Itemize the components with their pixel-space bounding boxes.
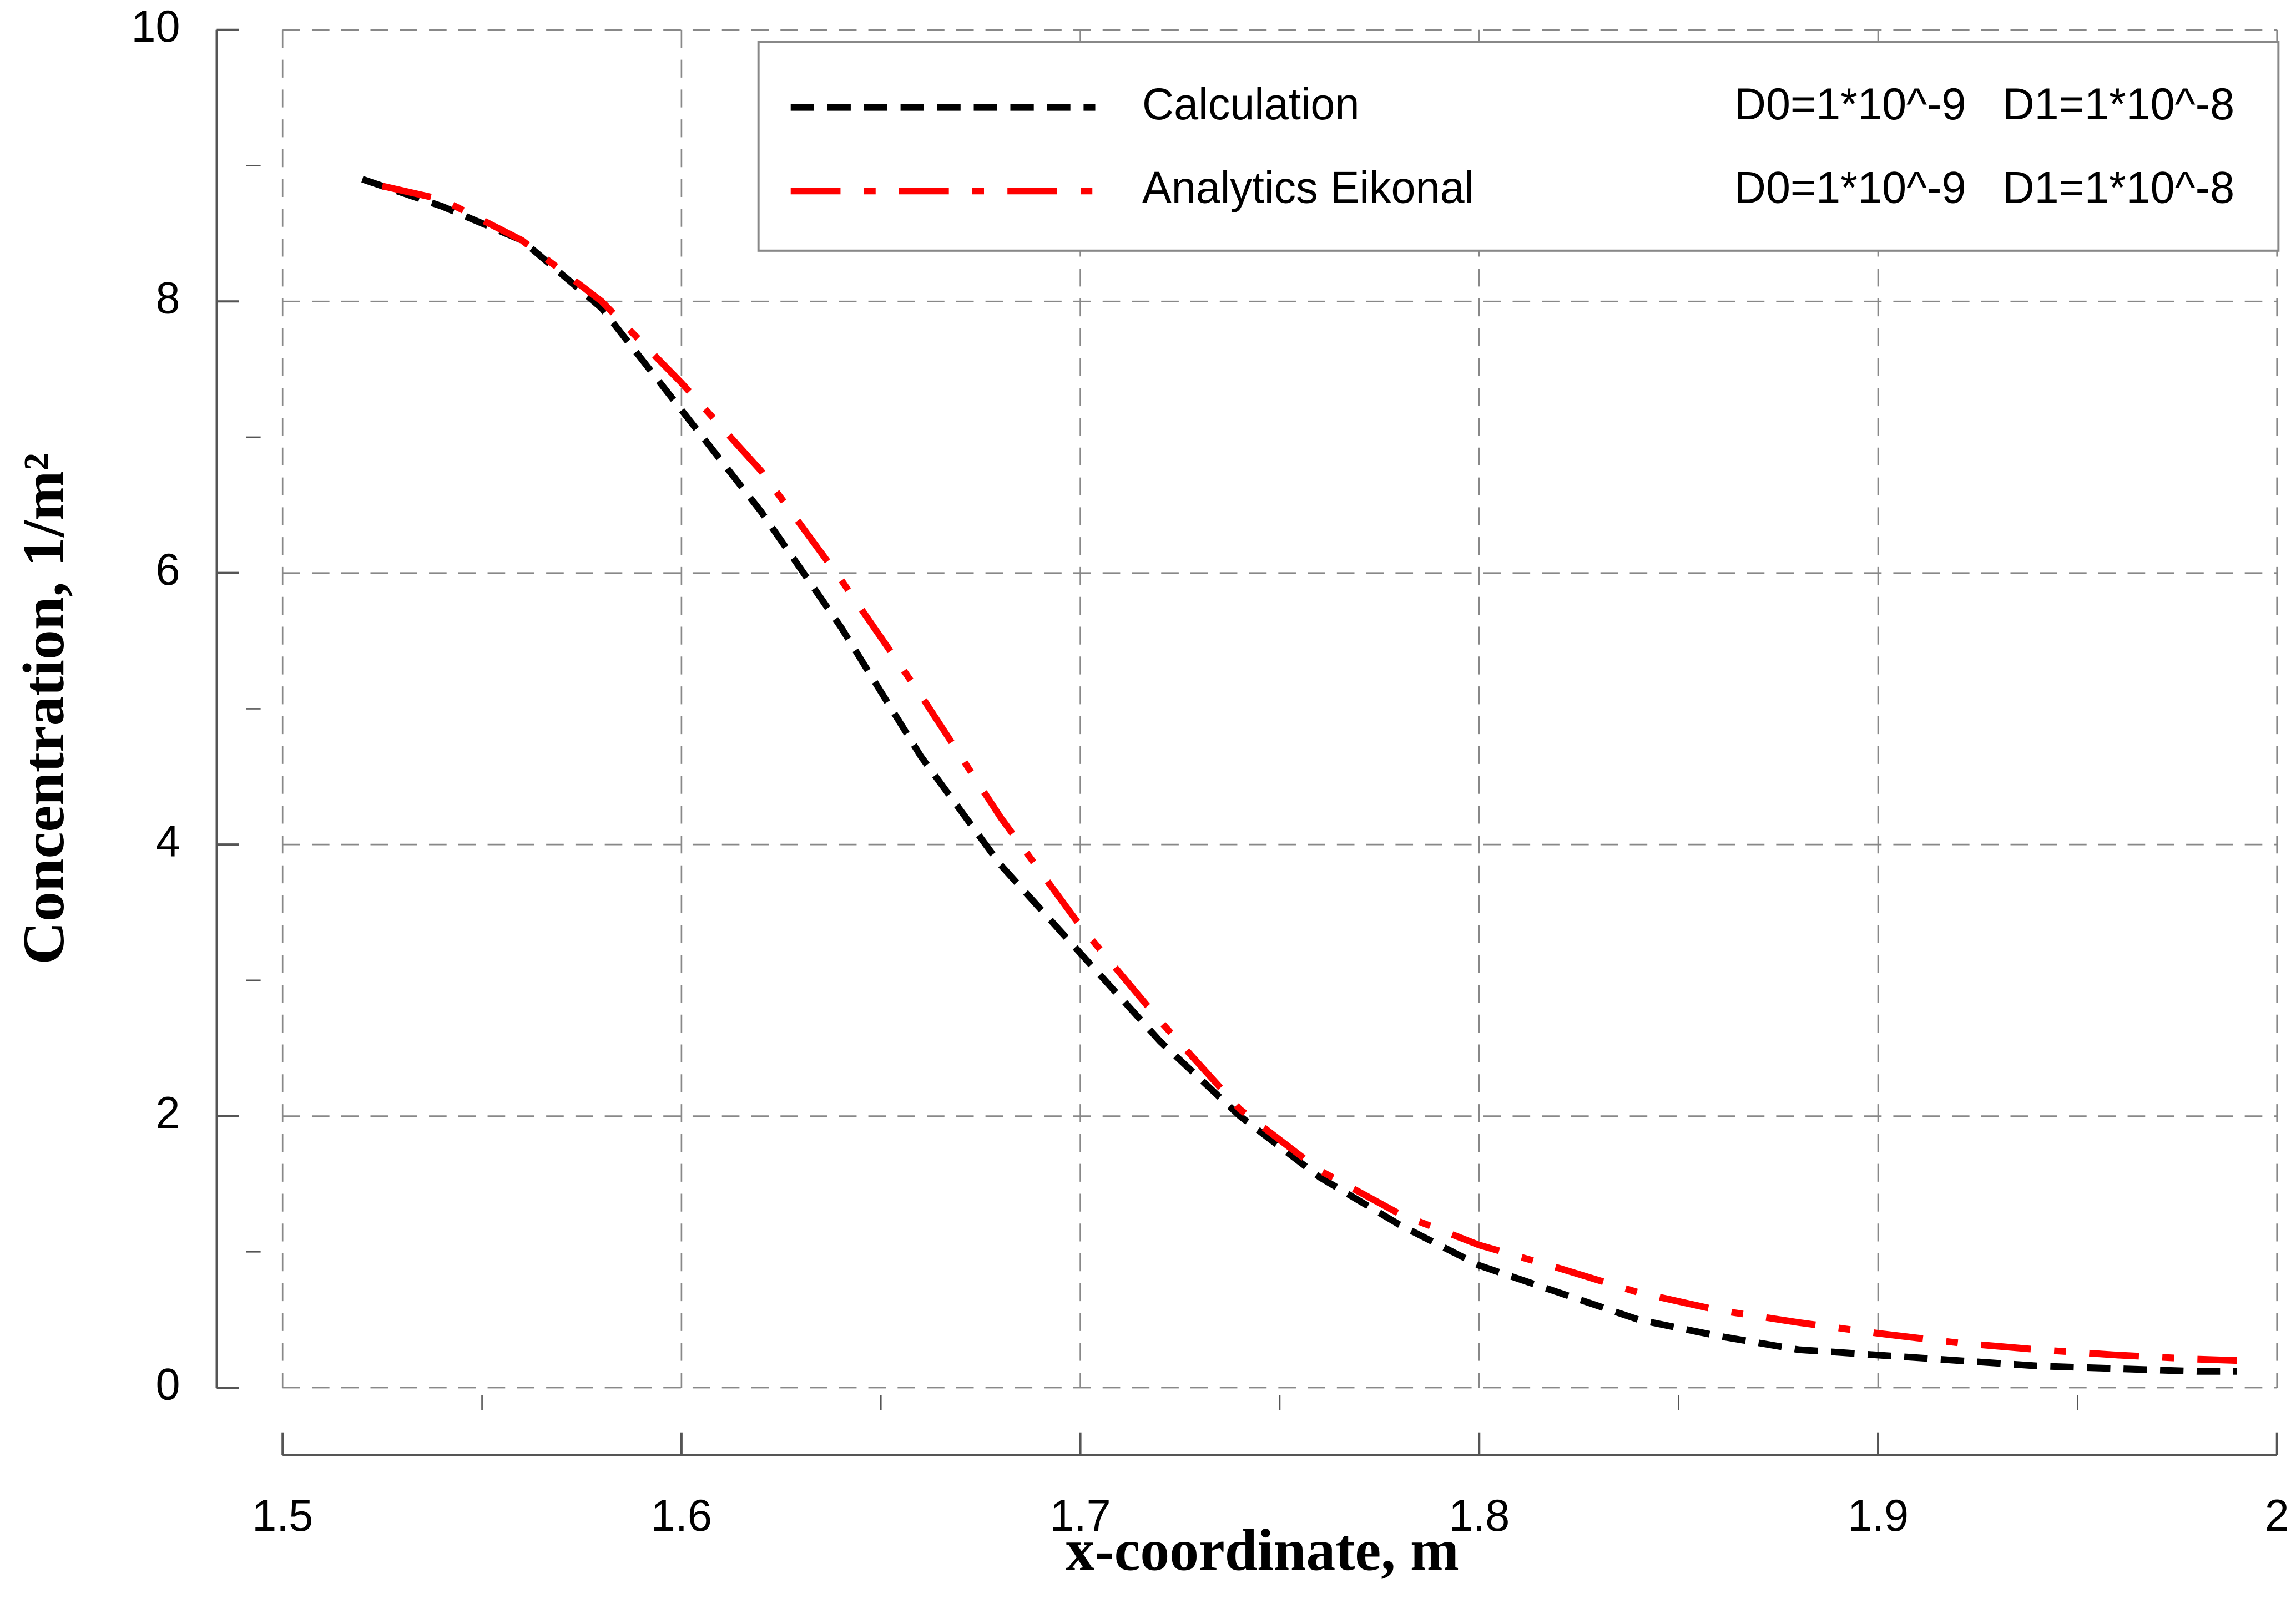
legend-label: Calculation (1142, 79, 1360, 129)
y-axis-title: Concentration, 1/m² (12, 453, 77, 965)
y-tick-label: 6 (155, 544, 180, 594)
legend-description: D0=1*10^-9 D1=1*10^-8 (1734, 163, 2234, 212)
x-tick-label: 1.8 (1449, 1490, 1510, 1540)
data-line (361, 176, 2237, 1375)
x-tick-label: 2 (2265, 1490, 2289, 1540)
x-tick-label: 1.6 (651, 1490, 712, 1540)
x-tick-label: 1.5 (252, 1490, 313, 1540)
y-tick-label: 10 (131, 1, 180, 51)
y-tick-label: 8 (155, 273, 180, 323)
y-tick-label: 2 (155, 1087, 180, 1137)
legend-box (757, 41, 2280, 252)
legend-label: Analytics Eikonal (1142, 163, 1474, 212)
y-tick-label: 0 (155, 1359, 180, 1409)
x-axis-title: x-coordinate, m (1066, 1517, 1459, 1583)
data-line (381, 183, 2238, 1364)
x-tick-label: 1.9 (1848, 1490, 1909, 1540)
legend-description: D0=1*10^-9 D1=1*10^-8 (1734, 79, 2234, 129)
y-tick-label: 4 (155, 816, 180, 866)
x-tick-label: 1.7 (1050, 1490, 1111, 1540)
